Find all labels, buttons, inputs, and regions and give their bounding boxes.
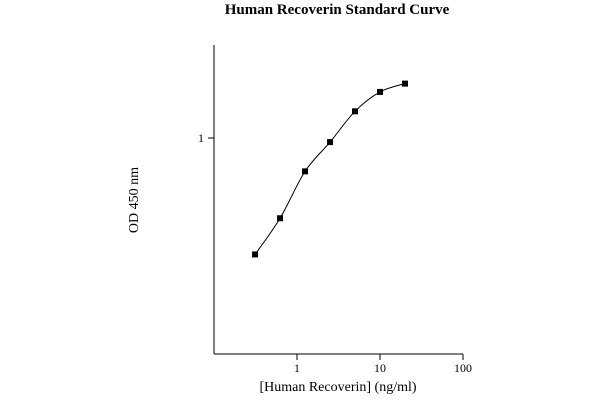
x-tick-label: 1 xyxy=(294,361,300,375)
data-point-marker xyxy=(327,139,334,146)
data-point-marker xyxy=(277,215,284,222)
x-tick-label: 10 xyxy=(374,361,386,375)
data-point-marker xyxy=(401,80,408,87)
y-tick-group: 1 xyxy=(198,131,214,145)
data-point-marker xyxy=(352,108,359,115)
x-tick-group: 1 10 100 xyxy=(294,354,472,375)
y-tick-label: 1 xyxy=(198,131,204,145)
data-point-marker xyxy=(252,251,259,258)
data-point-marker xyxy=(302,168,309,175)
series-group xyxy=(252,80,408,258)
chart-title: Human Recoverin Standard Curve xyxy=(225,2,450,18)
x-axis-label: [Human Recoverin] (ng/ml) xyxy=(259,380,416,395)
x-tick-label: 100 xyxy=(454,361,472,375)
series-line xyxy=(254,83,406,255)
data-point-marker xyxy=(377,88,383,95)
y-axis-label: OD 450 nm xyxy=(127,167,142,233)
